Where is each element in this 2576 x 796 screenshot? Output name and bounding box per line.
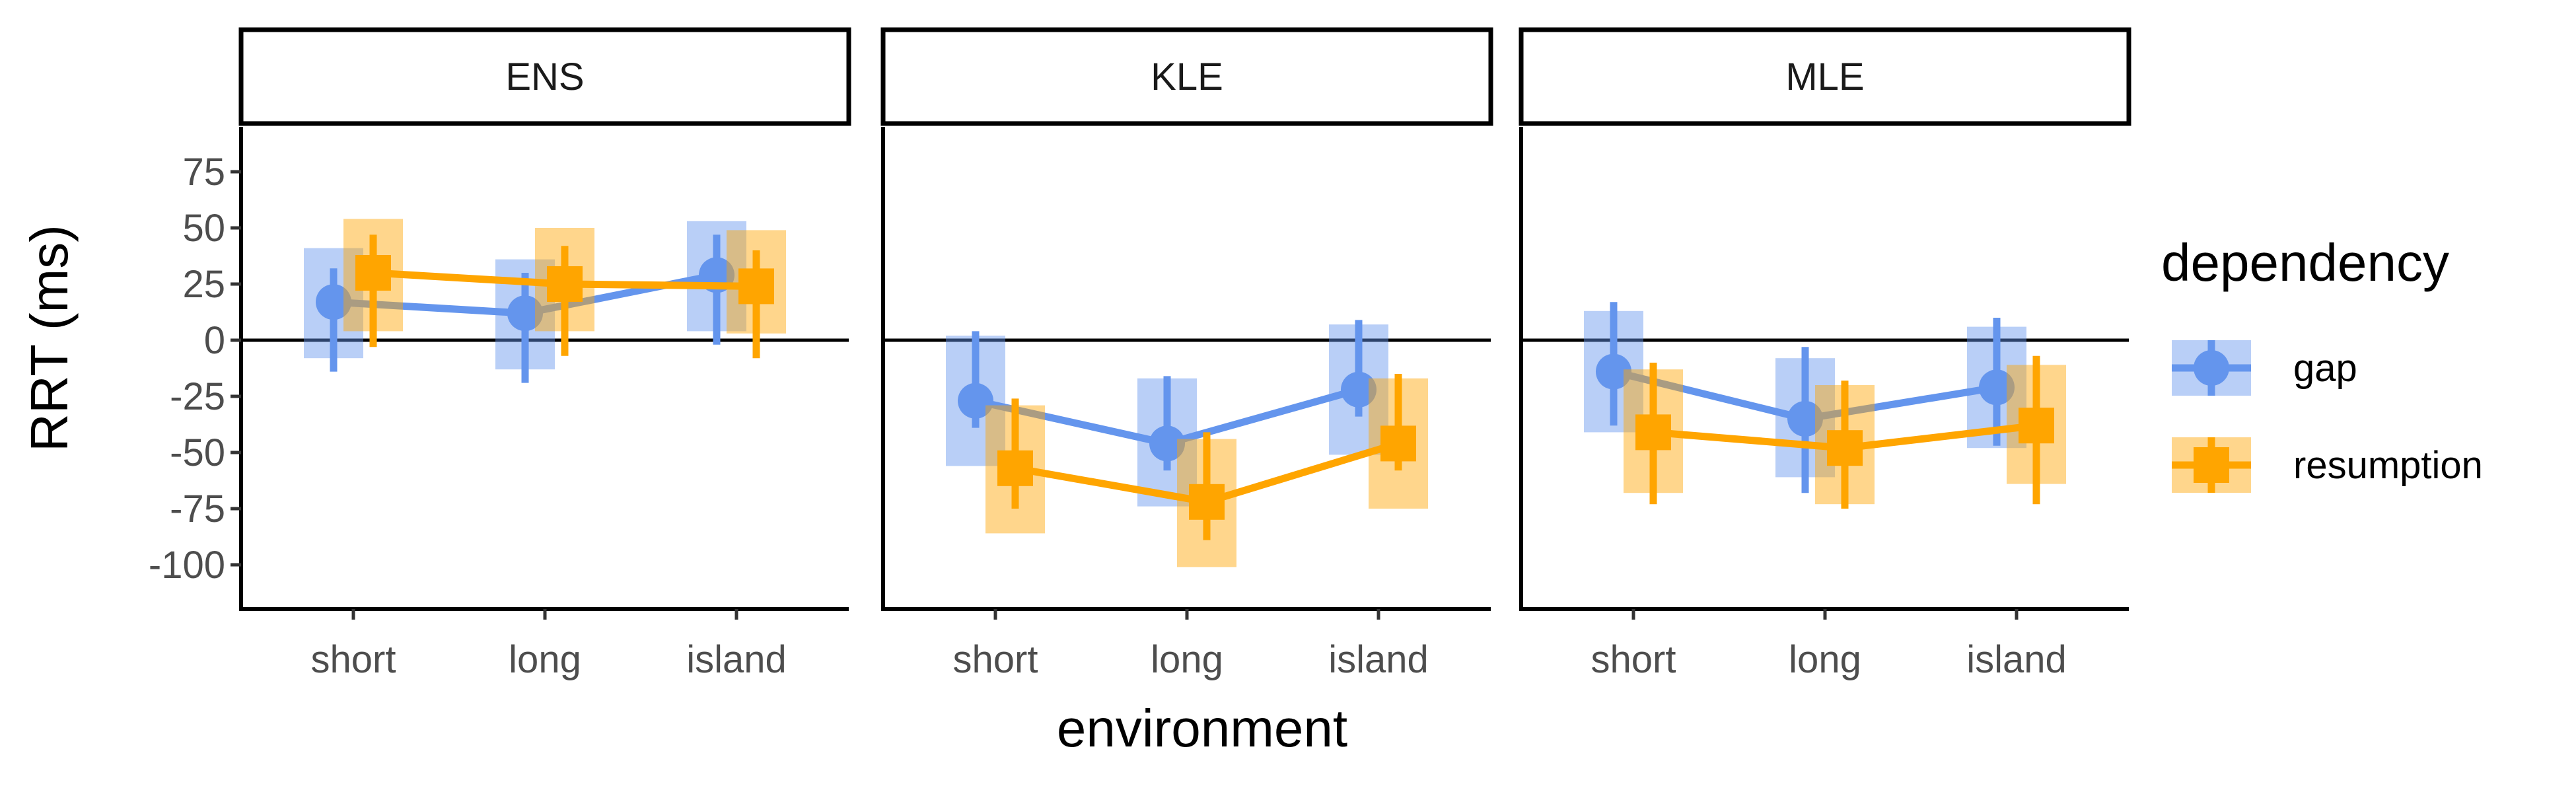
y-tick-label: -25 bbox=[170, 375, 225, 418]
data-point bbox=[547, 266, 583, 302]
legend-key-point bbox=[2194, 350, 2229, 386]
x-tick-label: long bbox=[1151, 638, 1223, 681]
x-axis-title: environment bbox=[1057, 699, 1347, 758]
series-resumption bbox=[985, 374, 1428, 567]
data-point bbox=[1341, 371, 1377, 408]
panel-kle: KLE short long island bbox=[880, 27, 1493, 681]
x-tick-label: island bbox=[1966, 638, 2067, 681]
data-point bbox=[997, 450, 1033, 486]
panel-ens: ENS short long island bbox=[238, 27, 851, 681]
data-point bbox=[1380, 425, 1416, 462]
x-tick-label: long bbox=[509, 638, 581, 681]
legend-title: dependency bbox=[2161, 233, 2449, 292]
data-point bbox=[1827, 430, 1863, 466]
data-point bbox=[1787, 401, 1823, 437]
y-tick-label: 0 bbox=[204, 319, 225, 362]
data-point bbox=[738, 268, 774, 305]
series-gap bbox=[1584, 302, 2026, 493]
y-tick-label: -75 bbox=[170, 488, 225, 530]
data-point bbox=[1635, 414, 1671, 451]
series-resumption bbox=[1624, 355, 2066, 509]
legend-entry-resumption: resumption bbox=[2172, 437, 2483, 493]
data-point bbox=[1149, 425, 1185, 462]
x-tick-label: short bbox=[1591, 638, 1676, 681]
legend-key-point bbox=[2194, 447, 2229, 483]
legend: dependency gap resumption bbox=[2161, 233, 2483, 493]
legend-label: resumption bbox=[2293, 444, 2483, 487]
data-point bbox=[316, 284, 351, 320]
y-tick-label: 25 bbox=[182, 263, 225, 306]
x-tick-label: island bbox=[686, 638, 787, 681]
legend-label: gap bbox=[2293, 347, 2357, 390]
facet-strip-label: KLE bbox=[1151, 55, 1223, 98]
y-axis: 75 50 25 0 -25 -50 -75 -100 bbox=[149, 151, 241, 587]
facet-strip bbox=[238, 27, 851, 126]
y-tick-label: -50 bbox=[170, 431, 225, 474]
x-tick-label: short bbox=[311, 638, 396, 681]
panels-layer: ENS short long island KLE short long island MLE s… bbox=[238, 27, 2131, 681]
series-resumption bbox=[343, 219, 786, 359]
facet-strip-label: MLE bbox=[1785, 55, 1864, 98]
data-point bbox=[1979, 369, 2015, 406]
x-tick-label: long bbox=[1789, 638, 1861, 681]
y-axis-title: RRT (ms) bbox=[20, 225, 79, 452]
facet-strip bbox=[1519, 27, 2131, 126]
data-point bbox=[1596, 353, 1631, 390]
panel-mle: MLE short long island bbox=[1519, 27, 2131, 681]
y-tick-label: 75 bbox=[182, 151, 225, 194]
legend-entry-gap: gap bbox=[2172, 340, 2357, 396]
y-tick-label: -100 bbox=[149, 544, 225, 587]
facet-strip bbox=[880, 27, 1493, 126]
series-gap bbox=[946, 320, 1388, 507]
data-point bbox=[958, 382, 993, 419]
data-point bbox=[507, 295, 543, 332]
facet-strip-label: ENS bbox=[505, 55, 584, 98]
data-point bbox=[2019, 408, 2054, 444]
data-point bbox=[1189, 484, 1225, 520]
x-tick-label: island bbox=[1328, 638, 1429, 681]
y-tick-label: 50 bbox=[182, 207, 225, 250]
data-point bbox=[355, 255, 391, 291]
x-tick-label: short bbox=[953, 638, 1038, 681]
